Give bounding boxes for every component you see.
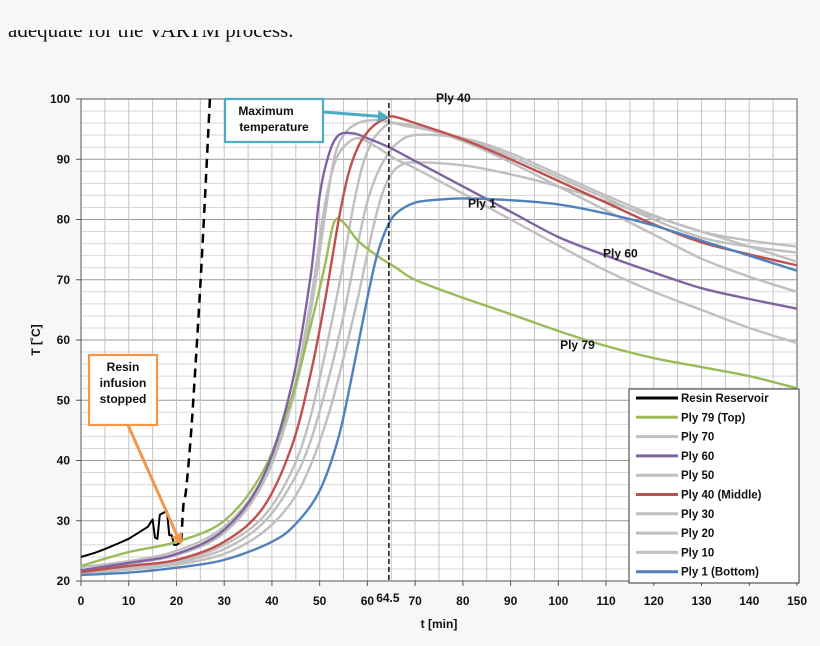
x-tick-label: 10 — [122, 594, 136, 608]
resin-infusion-annotation-arrow-shaft — [126, 424, 179, 536]
x-tick-label-vline: 64.5 — [376, 591, 400, 605]
legend-item: Ply 40 (Middle) — [636, 490, 762, 502]
x-tick-label: 130 — [692, 594, 712, 608]
max-temperature-annotation: Maximum temperature — [223, 97, 389, 144]
x-tick-label: 0 — [78, 594, 85, 608]
max-temperature-annotation-arrow-shaft — [322, 110, 379, 118]
resin-infusion-annotation-arrow-head — [171, 532, 183, 545]
legend-item: Ply 79 (Top) — [636, 412, 745, 424]
legend-item: Ply 60 — [636, 451, 714, 463]
series-ply-60 — [80, 131, 798, 572]
max-temperature-annotation-arrow-head — [377, 110, 389, 123]
tick-labels: 0 10 20 30 40 50 60 70 80 90 100 110 120 130 140 150 64.… — [50, 92, 807, 608]
curve-label-ply-60: Ply 60 — [603, 246, 638, 260]
y-tick-label: 100 — [50, 92, 70, 106]
legend-item: Ply 20 — [636, 528, 714, 540]
legend-item: Ply 1 (Bottom) — [636, 567, 759, 579]
resin-infusion-annotation-text: Resin — [107, 360, 140, 374]
x-tick-label: 120 — [644, 594, 664, 608]
resin-infusion-annotation-box — [87, 353, 159, 427]
legend-label: Ply 1 (Bottom) — [681, 567, 759, 579]
legend-label: Ply 50 — [681, 470, 714, 482]
x-tick-label: 100 — [548, 594, 568, 608]
legend-item: Resin Reservoir — [636, 393, 769, 405]
legend-label: Ply 60 — [681, 451, 714, 463]
x-tick-label: 20 — [170, 594, 184, 608]
resin-infusion-annotation-text: infusion — [100, 376, 147, 390]
legend-item: Ply 30 — [636, 509, 714, 521]
y-tick-label: 60 — [57, 333, 71, 347]
legend-label: Ply 10 — [681, 547, 714, 559]
series-resin-reservoir — [80, 510, 182, 558]
x-axis-label: t [min] — [421, 617, 458, 631]
x-tick-label: 40 — [265, 594, 279, 608]
legend-label: Ply 79 (Top) — [681, 412, 745, 424]
series-resin-reservoir-dashed — [179, 98, 212, 542]
y-tick-label: 70 — [57, 273, 71, 287]
x-tick-label: 110 — [596, 594, 616, 608]
series-ply-40-middle — [80, 115, 798, 574]
series-layer — [80, 98, 798, 577]
annotations: Maximum temperature Resin infusion stopped — [87, 97, 389, 545]
series-ply-79-top — [80, 217, 798, 568]
series-ply-50 — [80, 118, 798, 572]
resin-infusion-annotation-text: stopped — [100, 392, 147, 406]
max-temperature-annotation-text: temperature — [239, 120, 309, 134]
y-tick-label: 20 — [57, 574, 71, 588]
max-temperature-annotation-box — [223, 97, 325, 144]
legend-label: Ply 30 — [681, 509, 714, 521]
curve-labels: Ply 40 Ply 1 Ply 60 Ply 79 — [436, 91, 638, 352]
legend-label: Resin Reservoir — [681, 393, 769, 405]
series-ply-30 — [80, 121, 798, 575]
series-ply-1-bottom — [80, 197, 798, 577]
resin-infusion-annotation: Resin infusion stopped — [87, 353, 183, 545]
x-tick-label: 70 — [408, 594, 422, 608]
legend-box — [628, 388, 800, 584]
legend-item: Ply 10 — [636, 547, 714, 559]
x-tick-label: 150 — [787, 594, 807, 608]
series-ply-10 — [80, 161, 798, 576]
y-tick-label: 30 — [57, 514, 71, 528]
curve-label-ply-79: Ply 79 — [560, 338, 595, 352]
x-tick-label: 30 — [218, 594, 232, 608]
series-ply-20 — [80, 133, 798, 575]
legend-label: Ply 70 — [681, 432, 714, 444]
y-axis-label: T [˚C] — [29, 324, 43, 355]
x-tick-label: 50 — [313, 594, 327, 608]
legend: Resin Reservoir Ply 79 (Top) Ply 70 Ply 60 P… — [628, 388, 800, 584]
legend-item: Ply 50 — [636, 470, 714, 482]
x-tick-label: 90 — [504, 594, 518, 608]
curve-label-ply-40: Ply 40 — [436, 91, 471, 105]
legend-label: Ply 40 (Middle) — [681, 490, 762, 502]
curve-label-ply-1: Ply 1 — [468, 196, 496, 210]
legend-item: Ply 70 — [636, 432, 714, 444]
x-tick-label: 140 — [739, 594, 759, 608]
x-tick-label: 80 — [456, 594, 470, 608]
y-tick-label: 40 — [57, 454, 71, 468]
max-temperature-annotation-text: Maximum — [238, 104, 293, 118]
y-tick-label: 90 — [57, 152, 71, 166]
y-tick-label: 80 — [57, 213, 71, 227]
x-tick-label: 60 — [361, 594, 375, 608]
y-tick-label: 50 — [57, 393, 71, 407]
legend-label: Ply 20 — [681, 528, 714, 540]
page-text-fragment: adequate for the VARTM process. — [8, 18, 294, 42]
